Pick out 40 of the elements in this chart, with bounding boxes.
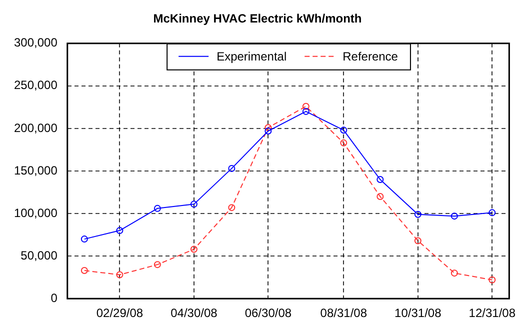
x-tick-label: 02/29/08 [96,306,144,320]
point [264,124,272,132]
point [154,261,161,268]
point [190,200,198,208]
point [414,210,422,218]
point [154,204,161,212]
x-tick-label: 04/30/08 [170,306,218,320]
point [376,193,384,200]
point [450,212,458,220]
point [488,276,496,284]
y-tick-label: 0 [50,290,58,305]
x-tick-label: 08/31/08 [320,306,368,320]
y-tick-label: 50,000 [20,248,58,262]
y-tick-label: 250,000 [14,78,58,92]
x-tick-label: 06/30/08 [244,306,292,320]
y-tick-label: 100,000 [14,206,58,220]
point [264,128,272,135]
point [228,164,236,172]
point [450,270,458,277]
point [488,209,496,216]
point [414,237,422,244]
x-tick-label: 12/31/08 [468,306,516,320]
point [80,267,88,274]
point [340,139,348,146]
y-tick-label: 300,000 [14,36,58,50]
y-tick-label: 200,000 [14,120,58,135]
point [302,102,310,110]
point [190,246,198,253]
point [228,204,236,212]
point [116,271,124,278]
y-tick-label: 150,000 [14,163,58,178]
point [340,126,348,134]
point [302,108,310,115]
point [376,176,384,184]
chart-title: McKinney HVAC Electric kWh/month [153,12,362,26]
x-tick-label: 10/31/08 [394,306,442,320]
point [116,227,124,234]
legend-label: Reference [342,50,398,64]
point [80,236,88,243]
legend-label: Experimental [216,50,287,64]
